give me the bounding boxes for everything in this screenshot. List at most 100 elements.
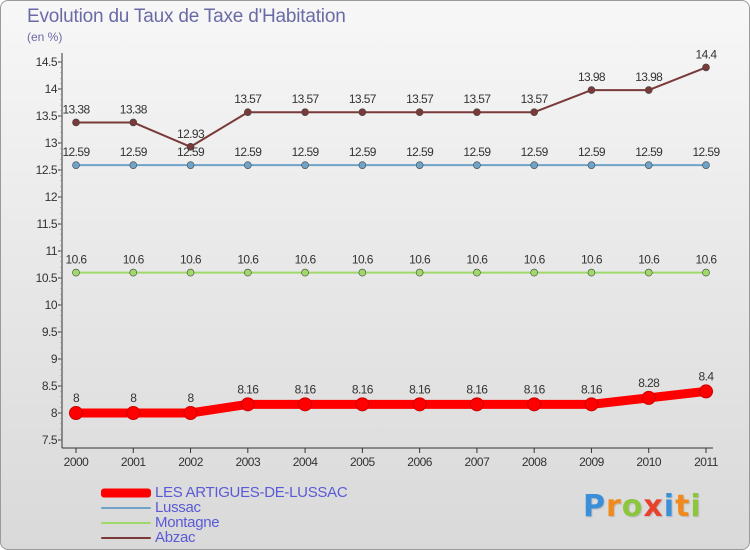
data-label: 12.59: [349, 145, 377, 159]
y-tick-label: 10.5: [36, 271, 58, 285]
data-label: 13.38: [62, 102, 90, 116]
y-tick-label: 9.5: [42, 325, 58, 339]
data-label: 13.57: [521, 92, 549, 106]
legend-swatch-montagne: [101, 521, 151, 524]
data-point: [72, 268, 80, 277]
data-point: [355, 397, 370, 412]
data-label: 10.6: [638, 253, 660, 267]
data-point: [69, 406, 83, 420]
y-tick-label: 7.5: [42, 433, 58, 447]
y-tick-label: 14: [45, 82, 58, 96]
data-point: [415, 161, 424, 169]
x-tick-label: 2009: [579, 455, 605, 469]
data-label: 10.6: [524, 253, 546, 267]
series-line-3: [75, 66, 707, 148]
legend-item-abzac: Abzac: [101, 530, 347, 545]
y-tick-label: 12.5: [36, 163, 58, 177]
x-tick-label: 2005: [350, 455, 376, 469]
series-line-0: [71, 386, 711, 418]
y-tick-label: 12: [45, 190, 58, 204]
legend-swatch-lussac: [101, 506, 151, 509]
x-tick-label: 2011: [694, 455, 719, 469]
data-point: [412, 397, 427, 412]
data-point: [244, 108, 252, 117]
x-tick-label: 2000: [64, 455, 90, 469]
data-label: 12.59: [292, 145, 320, 159]
data-point: [126, 406, 141, 420]
legend-label-montagne: Montagne: [155, 514, 220, 531]
data-label: 12.59: [463, 145, 491, 159]
data-label: 10.6: [581, 253, 603, 267]
y-tick-label: 13.5: [36, 109, 58, 123]
data-label: 8: [73, 391, 80, 405]
data-point: [530, 161, 538, 169]
y-tick-label: 10: [45, 298, 58, 312]
data-point: [415, 108, 424, 117]
data-point: [358, 108, 367, 117]
data-point: [244, 268, 252, 277]
data-label: 8.16: [352, 382, 374, 396]
legend-swatch-artigues: [101, 488, 151, 497]
data-point: [587, 161, 596, 169]
data-label: 12.59: [578, 145, 606, 159]
data-label: 13.57: [292, 92, 320, 106]
legend-item-lussac: Lussac: [101, 500, 347, 515]
data-point: [72, 118, 80, 127]
legend-item-artigues: LES ARTIGUES-DE-LUSSAC: [101, 484, 348, 501]
data-label: 10.6: [352, 253, 374, 267]
legend-label-artigues: LES ARTIGUES-DE-LUSSAC: [155, 484, 348, 501]
data-point: [415, 268, 424, 277]
data-point: [473, 268, 481, 277]
x-tick-label: 2006: [407, 455, 433, 469]
data-label: 10.6: [696, 253, 718, 267]
data-label: 8.16: [409, 382, 431, 396]
data-label: 8.16: [237, 382, 259, 396]
data-label: 13.98: [635, 70, 663, 84]
data-label: 10.6: [180, 253, 202, 267]
y-tick-label: 8.5: [42, 379, 58, 393]
data-point: [699, 384, 713, 399]
legend: LES ARTIGUES-DE-LUSSAC Lussac Montagne A…: [101, 484, 348, 545]
data-point: [702, 268, 710, 277]
data-label: 12.59: [692, 145, 720, 159]
data-label: 13.57: [234, 92, 262, 106]
x-tick-label: 2004: [293, 455, 319, 469]
data-label: 10.6: [237, 253, 259, 267]
data-label: 12.59: [635, 145, 663, 159]
data-label: 13.57: [406, 92, 434, 106]
data-point: [358, 268, 367, 277]
data-point: [72, 161, 80, 169]
data-point: [301, 268, 309, 277]
data-label: 12.93: [177, 127, 205, 141]
data-point: [301, 108, 309, 117]
data-label: 10.6: [123, 253, 145, 267]
legend-item-montagne: Montagne: [101, 515, 347, 530]
data-label: 13.98: [578, 70, 606, 84]
data-point: [240, 397, 255, 412]
x-tick-label: 2003: [235, 455, 261, 469]
proxiti-logo: Proxiti: [583, 489, 702, 524]
data-point: [473, 108, 481, 117]
data-label: 13.57: [349, 92, 377, 106]
data-point: [298, 397, 313, 412]
data-point: [702, 63, 710, 72]
data-label: 12.59: [234, 145, 262, 159]
chart-title: Evolution du Taux de Taxe d'Habitation: [27, 6, 346, 27]
x-tick-label: 2002: [178, 455, 204, 469]
data-label: 12.59: [406, 145, 434, 159]
data-point: [702, 161, 710, 169]
data-label: 10.6: [409, 253, 431, 267]
data-point: [530, 108, 538, 117]
data-label: 12.59: [521, 145, 549, 159]
data-label: 13.38: [120, 102, 148, 116]
data-label: 8.28: [638, 376, 660, 390]
data-point: [469, 397, 484, 412]
data-label: 8: [130, 391, 137, 405]
data-point: [183, 406, 198, 420]
data-point: [129, 118, 138, 127]
data-label: 8.16: [524, 382, 546, 396]
data-point: [358, 161, 367, 169]
data-label: 10.6: [295, 253, 317, 267]
data-point: [129, 161, 138, 169]
